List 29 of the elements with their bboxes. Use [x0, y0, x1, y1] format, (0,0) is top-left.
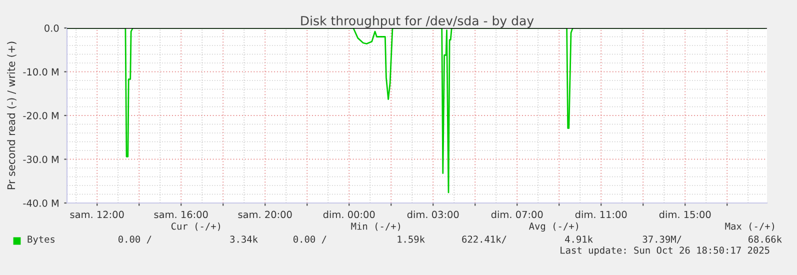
y-tick-label: -10.0 M — [23, 68, 58, 76]
text: Max (-/+) — [725, 222, 774, 231]
y-tick-label: -40.0 M — [23, 199, 58, 207]
chart-title: Disk throughput for /dev/sda - by day — [301, 16, 534, 28]
x-tick-label: dim. 07:00 — [491, 210, 543, 218]
text: 1.59k — [398, 235, 425, 243]
x-tick-label: dim. 03:00 — [407, 210, 459, 218]
x-tick-label: sam. 20:00 — [238, 210, 292, 218]
text: 68.66k — [748, 235, 782, 243]
text: 3.34k — [230, 235, 258, 243]
text: 37.39M/ — [642, 236, 682, 244]
text: 0.00 / — [118, 236, 152, 244]
text: Last update: Sun Oct 26 18:50:17 2025 — [560, 246, 770, 256]
text: Cur (-/+) — [171, 222, 220, 231]
text: Min (-/+) — [351, 222, 400, 231]
x-tick-label: dim. 00:00 — [323, 210, 375, 218]
y-tick-label: -20.0 M — [23, 112, 58, 120]
legend-label: Bytes — [28, 236, 54, 245]
x-tick-label: sam. 12:00 — [70, 210, 124, 218]
y-axis-title: Pr second read (-) / write (+) — [7, 42, 16, 190]
y-tick-label: -30.0 M — [23, 156, 58, 164]
x-tick-label: dim. 15:00 — [659, 210, 711, 218]
y-tick-label: 0.0 — [44, 24, 59, 32]
x-tick-label: dim. 11:00 — [575, 210, 627, 218]
text: Avg (-/+) — [529, 222, 578, 232]
text: 4.91k — [565, 235, 593, 243]
text: 0.00 / — [294, 236, 326, 244]
x-tick-label: sam. 16:00 — [154, 210, 208, 218]
text: 622.41k/ — [462, 235, 506, 244]
